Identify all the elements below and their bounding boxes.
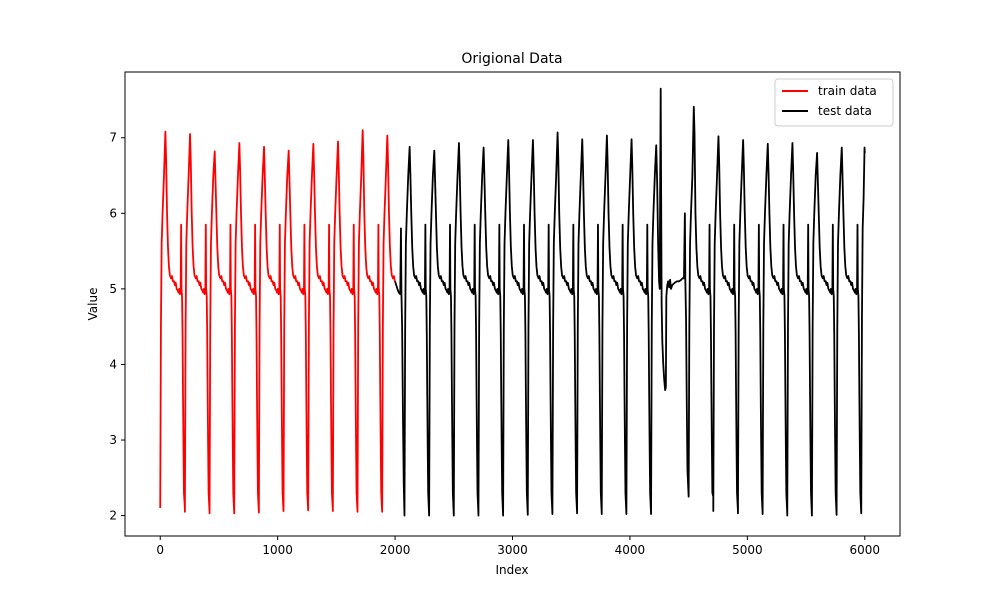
x-tick-label: 2000 [380, 543, 411, 557]
legend-label-test: test data [818, 104, 872, 118]
x-tick-label: 0 [156, 543, 164, 557]
y-tick-label: 6 [109, 206, 117, 220]
legend: train data test data [774, 78, 894, 127]
series-layer [159, 87, 866, 517]
y-tick-label: 7 [109, 131, 117, 145]
x-tick-label: 3000 [497, 543, 528, 557]
y-axis-ticks: 2 3 4 5 6 7 [109, 131, 125, 523]
y-tick-label: 5 [109, 282, 117, 296]
x-axis-ticks: 0 1000 2000 3000 4000 5000 6000 [156, 536, 880, 557]
y-tick-label: 3 [109, 433, 117, 447]
x-tick-label: 6000 [849, 543, 880, 557]
y-tick-label: 2 [109, 509, 117, 523]
y-axis-label: Value [86, 288, 100, 321]
x-axis-label: Index [495, 563, 528, 577]
y-tick-label: 4 [109, 357, 117, 371]
x-tick-label: 1000 [262, 543, 293, 557]
chart-title: Origional Data [461, 51, 562, 67]
train-data-line [159, 129, 396, 515]
x-tick-label: 4000 [615, 543, 646, 557]
x-tick-label: 5000 [732, 543, 763, 557]
legend-label-train: train data [818, 84, 877, 98]
test-data-line [394, 87, 866, 517]
